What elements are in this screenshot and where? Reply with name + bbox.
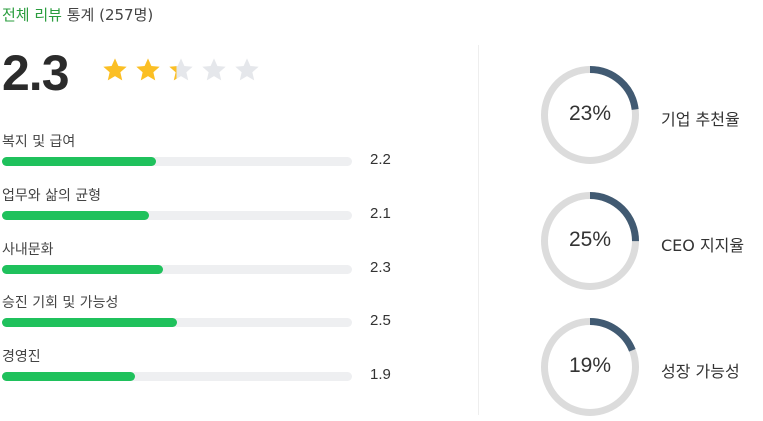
- category-value: 2.3: [370, 258, 391, 276]
- donut-progress: [541, 66, 639, 164]
- section-title: 전체 리뷰 통계 (257명): [2, 6, 154, 24]
- category-bar: [2, 372, 352, 382]
- category-value: 2.2: [370, 151, 391, 168]
- stat-percent: 19%: [568, 354, 612, 377]
- category-value: 2.5: [370, 312, 391, 330]
- stat-label: 기업 추천율: [661, 110, 740, 129]
- category-bar-fill: [2, 264, 163, 274]
- category-bar-fill: [2, 157, 156, 166]
- category-value: 2.1: [370, 204, 391, 222]
- category-bar-fill: [2, 372, 135, 382]
- category-bar-fill: [2, 210, 149, 220]
- stat-donut: [541, 66, 639, 164]
- category-label: 업무와 삶의 균형: [2, 187, 102, 204]
- stat-percent: 23%: [568, 102, 612, 125]
- category-label: 경영진: [2, 349, 41, 366]
- category-label: 승진 기회 및 가능성: [2, 295, 119, 312]
- category-label: 사내문화: [2, 241, 54, 258]
- donut-progress: [541, 192, 639, 290]
- star-icon: [235, 58, 259, 81]
- donut-progress: [541, 318, 639, 416]
- category-bar-fill: [2, 318, 177, 328]
- star-icon: [136, 58, 160, 81]
- category-bar: [2, 264, 352, 274]
- overall-score: 2.3: [2, 45, 70, 101]
- category-bar: [2, 157, 352, 166]
- category-bar: [2, 318, 352, 328]
- divider: [478, 45, 479, 415]
- star-icon: [202, 58, 226, 81]
- stat-label: CEO 지지율: [661, 236, 745, 255]
- stat-label: 성장 가능성: [661, 362, 740, 381]
- stat-donut: [541, 192, 639, 290]
- stat-donut: [541, 318, 639, 416]
- star-icon: [169, 58, 193, 81]
- category-label: 복지 및 급여: [2, 134, 76, 150]
- category-value: 1.9: [370, 366, 391, 384]
- stat-percent: 25%: [568, 228, 612, 251]
- category-bar: [2, 210, 352, 220]
- star-icon: [103, 58, 127, 81]
- star-rating: [101, 56, 261, 84]
